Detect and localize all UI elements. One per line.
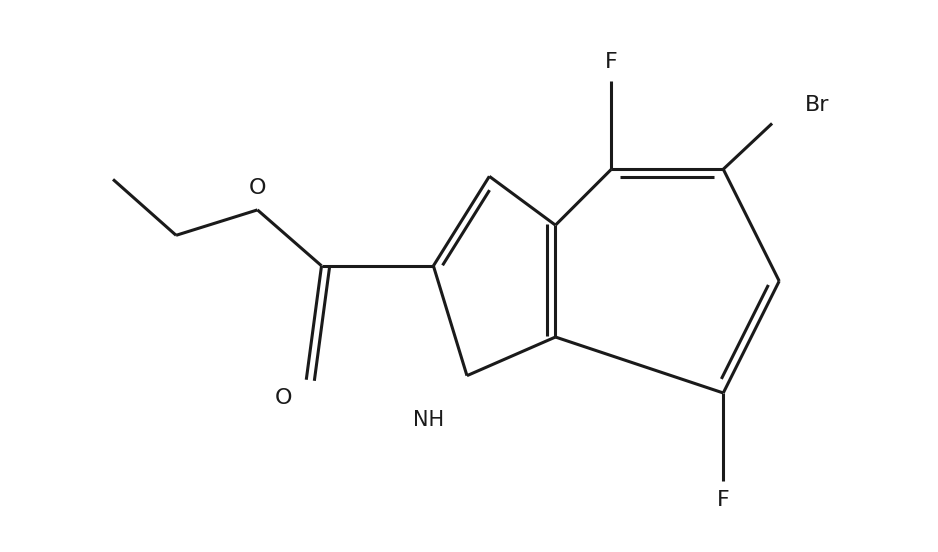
- Text: F: F: [605, 52, 618, 72]
- Text: NH: NH: [413, 411, 444, 431]
- Text: F: F: [717, 490, 730, 509]
- Text: O: O: [275, 388, 293, 408]
- Text: O: O: [249, 178, 266, 198]
- Text: Br: Br: [805, 95, 829, 115]
